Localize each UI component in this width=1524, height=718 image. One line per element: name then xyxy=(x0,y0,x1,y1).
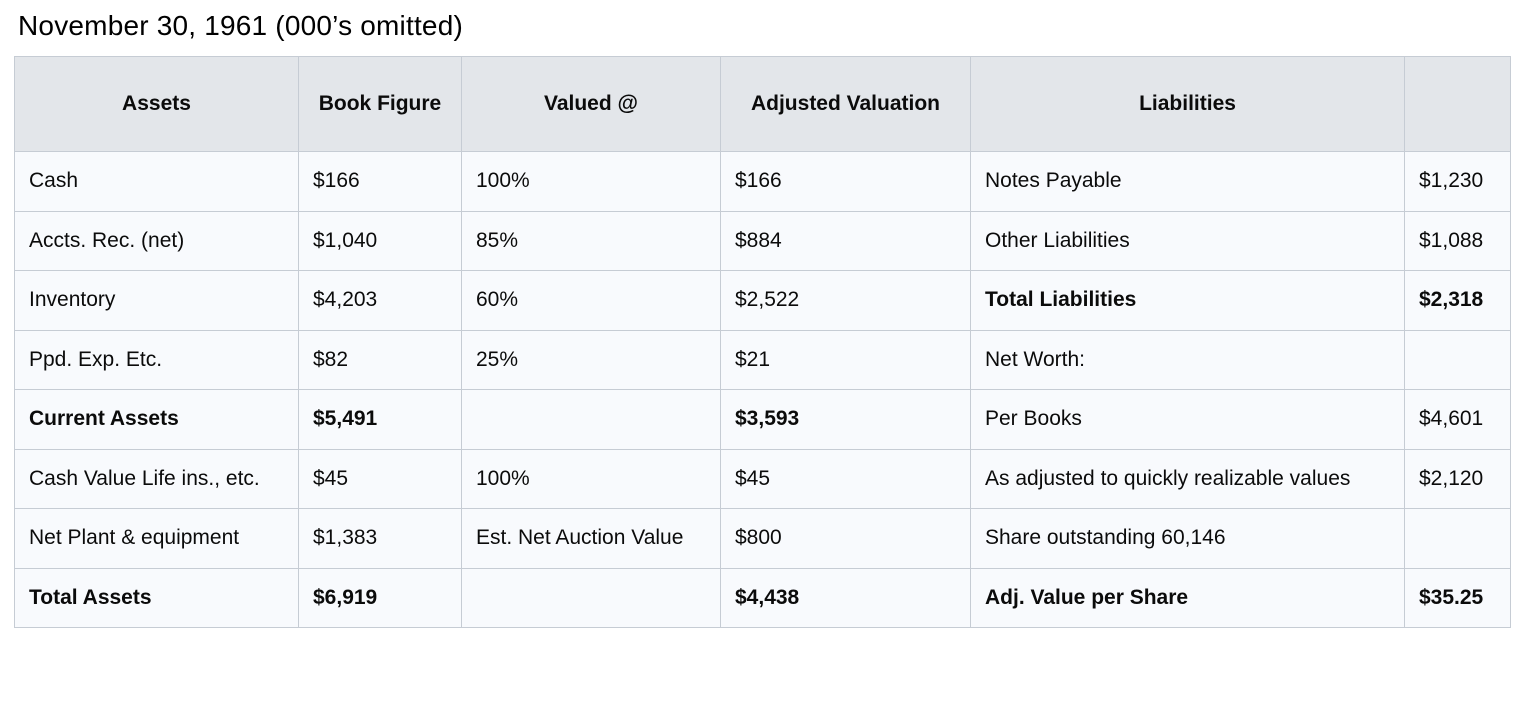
table-row: Total Assets $6,919 $4,438 Adj. Value per S… xyxy=(14,567,1511,629)
cell-liability: Share outstanding 60,146 xyxy=(970,508,1405,569)
table-header: Assets Book Figure Valued @ Adjusted Valuat… xyxy=(14,56,1511,152)
cell-valued-at: Est. Net Auction Value xyxy=(461,508,721,569)
table-row: Accts. Rec. (net) $1,040 85% $884 Other Liab… xyxy=(14,210,1511,272)
column-header-adjusted-valuation: Adjusted Valuation xyxy=(720,56,971,152)
table-row: Current Assets $5,491 $3,593 Per Books $4,60… xyxy=(14,389,1511,450)
cell-liability-amount: $35.25 xyxy=(1404,567,1511,629)
page-title: November 30, 1961 (000’s omitted) xyxy=(18,10,463,41)
cell-book-figure: $166 xyxy=(298,151,462,212)
cell-liability: Adj. Value per Share xyxy=(970,567,1405,629)
cell-valued-at xyxy=(461,389,721,450)
cell-liability-amount: $1,088 xyxy=(1404,210,1511,272)
cell-valued-at: 100% xyxy=(461,151,721,212)
cell-asset: Cash xyxy=(14,151,299,212)
cell-book-figure: $5,491 xyxy=(298,389,462,450)
cell-book-figure: $1,040 xyxy=(298,210,462,272)
header-row: Assets Book Figure Valued @ Adjusted Valuat… xyxy=(14,56,1511,152)
cell-adjusted-valuation: $166 xyxy=(720,151,971,212)
cell-asset: Inventory xyxy=(14,270,299,331)
page: November 30, 1961 (000’s omitted) Assets… xyxy=(14,10,1511,629)
table-row: Cash $166 100% $166 Notes Payable $1,230 xyxy=(14,151,1511,212)
cell-valued-at: 100% xyxy=(461,448,721,510)
cell-asset: Cash Value Life ins., etc. xyxy=(14,448,299,510)
table-row: Net Plant & equipment $1,383 Est. Net Auct… xyxy=(14,508,1511,569)
cell-valued-at: 60% xyxy=(461,270,721,331)
cell-book-figure: $4,203 xyxy=(298,270,462,331)
cell-adjusted-valuation: $884 xyxy=(720,210,971,272)
cell-book-figure: $1,383 xyxy=(298,508,462,569)
column-header-blank xyxy=(1404,56,1511,152)
cell-book-figure: $82 xyxy=(298,329,462,391)
cell-adjusted-valuation: $3,593 xyxy=(720,389,971,450)
cell-adjusted-valuation: $45 xyxy=(720,448,971,510)
cell-liability: Net Worth: xyxy=(970,329,1405,391)
cell-asset: Total Assets xyxy=(14,567,299,629)
cell-asset: Ppd. Exp. Etc. xyxy=(14,329,299,391)
cell-liability-amount xyxy=(1404,508,1511,569)
cell-liability-amount: $2,120 xyxy=(1404,448,1511,510)
cell-liability: Total Liabilities xyxy=(970,270,1405,331)
cell-liability-amount: $2,318 xyxy=(1404,270,1511,331)
column-header-assets: Assets xyxy=(14,56,299,152)
balance-sheet-table: Assets Book Figure Valued @ Adjusted Valuat… xyxy=(14,56,1511,629)
column-header-book-figure: Book Figure xyxy=(298,56,462,152)
cell-liability-amount: $1,230 xyxy=(1404,151,1511,212)
cell-book-figure: $6,919 xyxy=(298,567,462,629)
cell-adjusted-valuation: $21 xyxy=(720,329,971,391)
cell-asset: Accts. Rec. (net) xyxy=(14,210,299,272)
cell-liability: Notes Payable xyxy=(970,151,1405,212)
cell-asset: Current Assets xyxy=(14,389,299,450)
cell-asset: Net Plant & equipment xyxy=(14,508,299,569)
table-row: Inventory $4,203 60% $2,522 Total Liabilitie… xyxy=(14,270,1511,331)
cell-valued-at: 85% xyxy=(461,210,721,272)
table-body: Cash $166 100% $166 Notes Payable $1,230 Accts… xyxy=(14,151,1511,629)
cell-liability: Per Books xyxy=(970,389,1405,450)
table-row: Ppd. Exp. Etc. $82 25% $21 Net Worth: xyxy=(14,329,1511,391)
cell-adjusted-valuation: $2,522 xyxy=(720,270,971,331)
cell-liability: As adjusted to quickly realizable values xyxy=(970,448,1405,510)
column-header-liabilities: Liabilities xyxy=(970,56,1405,152)
cell-valued-at xyxy=(461,567,721,629)
cell-valued-at: 25% xyxy=(461,329,721,391)
cell-book-figure: $45 xyxy=(298,448,462,510)
cell-liability: Other Liabilities xyxy=(970,210,1405,272)
table-row: Cash Value Life ins., etc. $45 100% $45 As a… xyxy=(14,448,1511,510)
cell-adjusted-valuation: $800 xyxy=(720,508,971,569)
cell-adjusted-valuation: $4,438 xyxy=(720,567,971,629)
cell-liability-amount: $4,601 xyxy=(1404,389,1511,450)
cell-liability-amount xyxy=(1404,329,1511,391)
column-header-valued: Valued @ xyxy=(461,56,721,152)
